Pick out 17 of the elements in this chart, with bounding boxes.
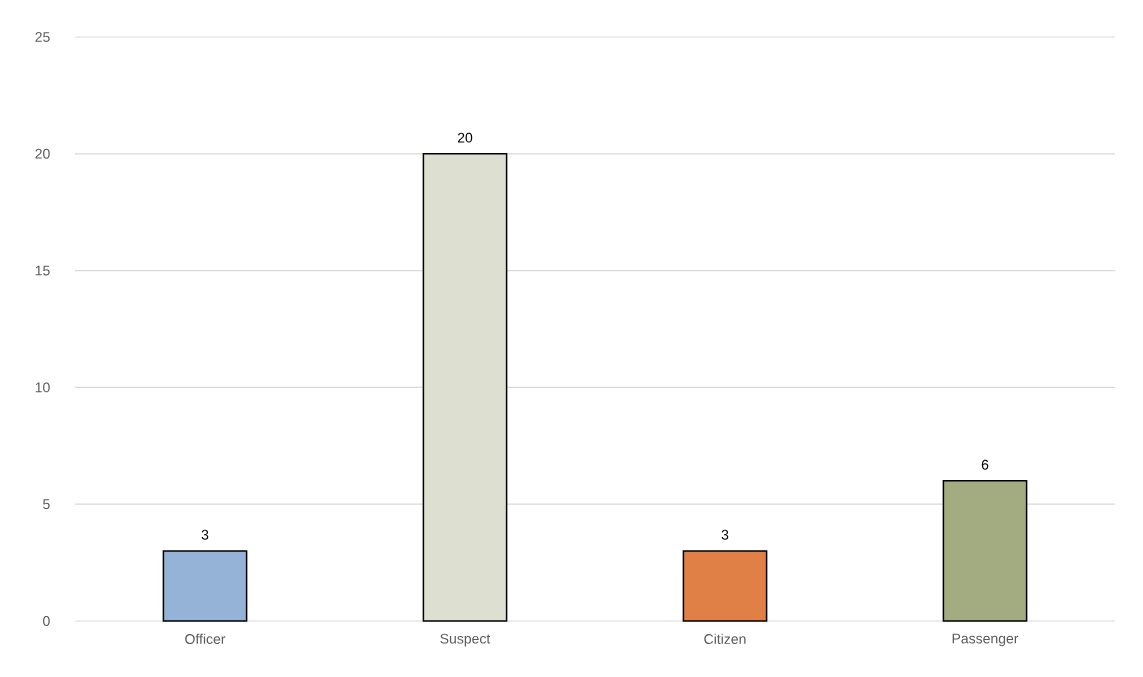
x-tick-label: Suspect xyxy=(440,633,491,647)
y-tick-label: 0 xyxy=(43,616,50,626)
y-tick-label: 15 xyxy=(35,265,50,276)
y-tick-label: 10 xyxy=(35,382,50,393)
data-label: 3 xyxy=(201,529,209,540)
bar xyxy=(682,550,768,622)
x-tick-label: Citizen xyxy=(704,633,746,644)
data-label: 20 xyxy=(457,132,473,143)
x-tick-label: Officer xyxy=(185,633,226,644)
data-label: 6 xyxy=(981,459,989,470)
y-tick-label: 5 xyxy=(43,499,50,510)
data-label: 3 xyxy=(721,529,729,540)
bar xyxy=(162,550,248,622)
x-tick-label: Passenger xyxy=(952,633,1019,647)
bar xyxy=(942,480,1028,622)
y-tick-label: 20 xyxy=(35,148,50,159)
y-tick-label: 25 xyxy=(35,32,50,42)
